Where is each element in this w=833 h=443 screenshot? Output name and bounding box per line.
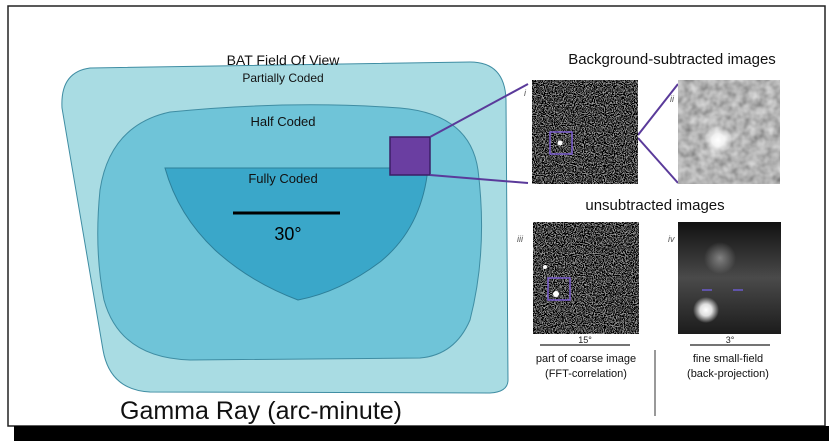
panel-iii-label: iii [517,234,524,244]
panel-i-label: i [524,88,527,98]
zoom-box [389,136,431,176]
fine-caption-line1: fine small-field [693,353,763,365]
panel-connector-top [637,83,679,136]
fine-scale-label: 3° [726,335,735,345]
panel-i-coarse-subtracted: i [524,80,638,184]
fov-title: BAT Field Of View [227,52,341,68]
panel-iii-coarse-unsubtracted: iii [517,222,639,334]
coarse-scale-label: 15° [578,335,592,345]
zoom-connector-bottom [429,174,529,184]
fine-caption-line2: (back-projection) [687,368,769,380]
partially-coded-label: Partially Coded [242,71,323,85]
coarse-caption-line1: part of coarse image [536,353,636,365]
panel-iv-fine-unsubtracted: iv [668,222,781,334]
panel-connector-bottom [637,137,679,184]
half-coded-label: Half Coded [250,114,315,129]
unsubtracted-heading: unsubtracted images [585,197,724,214]
fully-coded-region [164,167,429,301]
zoom-connector-top [429,83,529,138]
panel-ii-fine-subtracted: ii [670,80,780,184]
footer-title: Gamma Ray (arc-minute) [120,397,402,425]
fully-coded-label: Fully Coded [248,171,317,186]
frame-shadow [14,426,829,441]
panel-ii-label: ii [670,94,675,104]
subtracted-heading: Background-subtracted images [568,51,776,68]
panel-iv-label: iv [668,234,675,244]
scale-bar-label: 30° [274,224,301,244]
coarse-caption-line2: (FFT-correlation) [545,368,627,380]
